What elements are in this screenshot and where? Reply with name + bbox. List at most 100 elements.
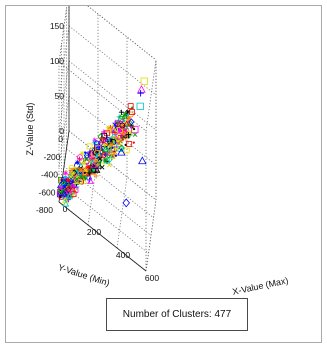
data-point-square bbox=[140, 77, 149, 85]
data-point-circle bbox=[77, 178, 84, 185]
data-point-cross bbox=[132, 132, 138, 137]
data-point-square bbox=[114, 119, 121, 126]
data-point-star bbox=[74, 159, 80, 165]
data-point-star bbox=[65, 177, 71, 183]
data-point-triangle bbox=[105, 143, 113, 150]
z-tick-label: 0 bbox=[59, 126, 64, 136]
data-point-triangle bbox=[66, 193, 73, 200]
box-edge bbox=[87, 6, 157, 61]
data-point-diamond bbox=[111, 141, 118, 149]
data-point-star bbox=[128, 129, 134, 135]
data-point-dot bbox=[124, 143, 127, 146]
data-point-diamond bbox=[65, 185, 72, 193]
data-point-plus bbox=[112, 129, 118, 135]
data-point-cross bbox=[68, 174, 74, 180]
data-point-star bbox=[105, 125, 111, 131]
data-point-triangle bbox=[137, 84, 146, 93]
data-point-star bbox=[123, 111, 129, 117]
data-point-star bbox=[59, 190, 65, 196]
grid-line bbox=[68, 130, 157, 201]
data-point-dot bbox=[84, 151, 87, 154]
data-point-star bbox=[78, 174, 84, 180]
data-point-triangle bbox=[123, 120, 131, 127]
grid-line bbox=[68, 25, 157, 96]
data-point-diamond bbox=[82, 168, 89, 176]
data-point-diamond bbox=[115, 135, 122, 143]
x-axis-line bbox=[58, 201, 147, 272]
data-point-star bbox=[61, 187, 67, 193]
x-tick-label: 200 bbox=[87, 227, 101, 237]
data-point-cross bbox=[84, 156, 89, 162]
data-point-star bbox=[114, 120, 120, 126]
data-point-star bbox=[109, 142, 115, 148]
data-point-triangle bbox=[60, 190, 68, 197]
data-point-dot bbox=[111, 146, 114, 150]
data-point-triangle bbox=[101, 145, 109, 153]
data-point-star bbox=[126, 118, 132, 124]
z-axis-label: Z-Value (Std) bbox=[25, 103, 35, 156]
data-point-square bbox=[127, 103, 134, 110]
data-point-star bbox=[58, 184, 64, 190]
data-point-star bbox=[63, 170, 69, 176]
data-point-square bbox=[136, 102, 144, 111]
data-point-star bbox=[73, 171, 79, 177]
x-tick-label: 0 bbox=[63, 204, 68, 214]
data-point-dot bbox=[132, 127, 136, 131]
x-tick-label: 400 bbox=[116, 250, 130, 260]
data-point-star bbox=[79, 150, 85, 156]
data-point-diamond bbox=[118, 144, 125, 152]
data-point-triangle bbox=[108, 152, 116, 159]
data-point-dot bbox=[126, 114, 130, 117]
y-tick-label: -200 bbox=[43, 152, 60, 162]
data-point-cross bbox=[106, 162, 112, 168]
grid-line bbox=[116, 176, 128, 249]
data-point-cross bbox=[99, 164, 105, 170]
y-tick-label: -400 bbox=[41, 170, 58, 180]
data-point-star bbox=[71, 184, 77, 190]
data-point-cross bbox=[74, 176, 80, 182]
z-tick-label: 50 bbox=[55, 91, 65, 101]
data-point-diamond bbox=[122, 198, 130, 208]
data-point-diamond bbox=[115, 131, 123, 141]
data-point-star bbox=[102, 157, 108, 163]
grid-line bbox=[87, 6, 157, 61]
cluster-count-box: Number of Clusters: 477 bbox=[106, 298, 248, 331]
y-tick-label: 0 bbox=[58, 134, 63, 144]
data-point-triangle bbox=[109, 123, 117, 131]
data-point-diamond bbox=[68, 173, 75, 182]
grid-line bbox=[68, 95, 157, 166]
cluster-count-text: Number of Clusters: 477 bbox=[122, 309, 232, 320]
data-point-triangle bbox=[61, 196, 69, 204]
data-point-triangle bbox=[138, 156, 147, 165]
data-point-dot bbox=[83, 171, 86, 174]
data-point-star bbox=[90, 166, 96, 172]
data-point-triangle bbox=[90, 161, 98, 168]
data-point-plus bbox=[97, 155, 103, 161]
data-point-star bbox=[74, 169, 80, 175]
data-point-star bbox=[58, 192, 64, 198]
data-point-diamond bbox=[92, 148, 99, 157]
data-point-square bbox=[126, 141, 133, 147]
data-point-plus bbox=[137, 89, 144, 97]
data-point-cross bbox=[97, 156, 103, 161]
grid-line bbox=[68, 60, 157, 131]
data-point-star bbox=[82, 175, 88, 181]
data-point-circle bbox=[119, 122, 126, 129]
data-point-star bbox=[75, 167, 81, 173]
data-point-triangle bbox=[108, 148, 116, 155]
data-point-square bbox=[95, 145, 101, 152]
data-point-cross bbox=[62, 184, 68, 190]
data-point-star bbox=[126, 115, 132, 121]
box-edge bbox=[145, 59, 157, 132]
data-point-plus bbox=[118, 109, 124, 115]
data-point-dot bbox=[130, 106, 134, 109]
data-point-diamond bbox=[73, 176, 80, 184]
data-point-star bbox=[70, 171, 76, 177]
x-tick-label: 600 bbox=[145, 273, 159, 283]
data-point-circle bbox=[122, 133, 129, 140]
y-axis-label: Y-Value (Min) bbox=[57, 262, 111, 288]
z-tick-label: 150 bbox=[50, 21, 64, 31]
data-point-star bbox=[75, 173, 81, 179]
data-point-dot bbox=[123, 119, 126, 123]
